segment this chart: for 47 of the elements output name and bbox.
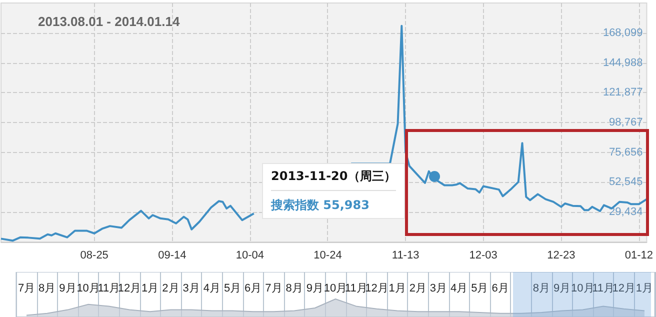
x-tick-label: 1月 — [636, 282, 654, 294]
y-tick-label: 98,767 — [609, 116, 643, 128]
y-tick-label: 52,545 — [609, 176, 643, 188]
x-tick-label: 3月 — [182, 282, 200, 294]
x-tick-label: 11月 — [344, 282, 368, 294]
annotation: 2013-11-20（周三） — [271, 168, 396, 191]
x-tick-label: 8月 — [38, 282, 56, 294]
x-tick-label: 01-12 — [624, 250, 654, 262]
tooltip-card: 2013-11-20（周三） 搜索指数 55,983 — [262, 163, 405, 219]
x-tick-label: 5月 — [471, 282, 488, 294]
annotation: 搜索指数 55,983 — [271, 197, 370, 214]
x-tick-label: 10月 — [76, 282, 100, 294]
x-tick-label: 3月 — [430, 282, 448, 294]
x-tick-label: 10-24 — [314, 250, 342, 262]
x-tick-label: 9月 — [306, 282, 324, 294]
x-tick-label: 12月 — [365, 282, 388, 294]
x-tick-label: 4月 — [203, 282, 220, 294]
x-tick-label: 08-25 — [80, 250, 108, 262]
text: 2013.08.01 - 2014.01.14 — [38, 14, 180, 29]
x-tick-label: 2月 — [409, 282, 426, 294]
x-tick-label: 6月 — [244, 282, 262, 294]
y-tick-label: 168,099 — [602, 26, 643, 39]
x-tick-label: 9月 — [59, 282, 76, 294]
y-tick-label: 144,988 — [602, 56, 643, 69]
y-tick-label: 121,877 — [602, 86, 643, 99]
x-tick-label: 12月 — [118, 282, 142, 294]
x-tick-label: 7月 — [265, 282, 282, 294]
x-tick-label: 8月 — [532, 282, 550, 294]
x-tick-label: 1月 — [142, 282, 159, 294]
x-tick-label: 10-04 — [236, 250, 264, 262]
x-tick-label: 2月 — [162, 282, 180, 294]
x-tick-label: 12-23 — [547, 250, 576, 262]
x-tick-label: 6月 — [492, 282, 509, 294]
x-tick-label: 4月 — [450, 282, 468, 294]
x-tick-label: 5月 — [224, 282, 242, 294]
y-tick-label: 29,434 — [609, 206, 643, 218]
x-tick-label: 11-13 — [392, 250, 420, 262]
x-tick-label: 12月 — [612, 282, 636, 294]
x-tick-label: 12-03 — [469, 250, 498, 262]
x-tick-label: 10月 — [571, 282, 594, 294]
x-tick-label: 1月 — [388, 282, 406, 294]
x-tick-label: 09-14 — [158, 250, 186, 262]
y-tick-label: 75,656 — [609, 146, 643, 158]
x-tick-label: 11月 — [592, 282, 614, 294]
x-tick-label: 9月 — [554, 282, 571, 294]
x-tick-label: 8月 — [286, 282, 303, 294]
x-tick-label: 7月 — [18, 282, 36, 294]
